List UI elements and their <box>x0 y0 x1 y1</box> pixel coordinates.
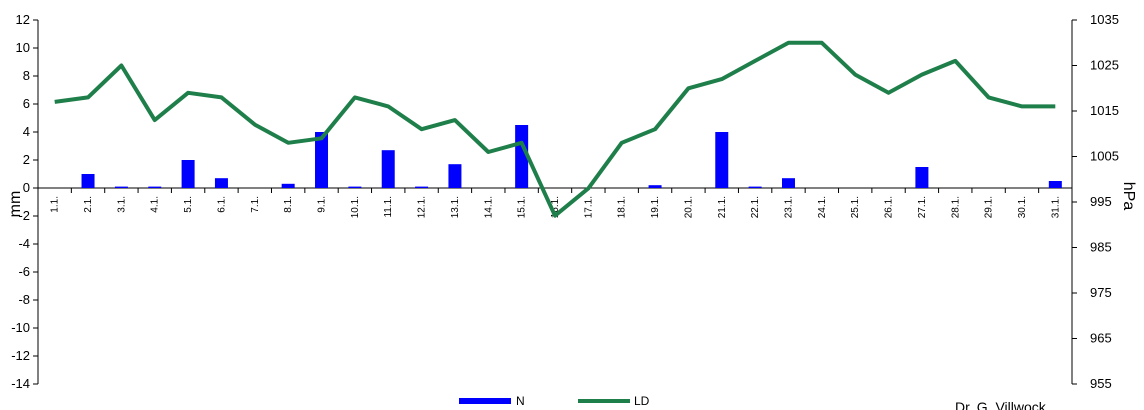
bar-n <box>748 186 762 188</box>
x-axis: 1.1. 2.1. 3.1. 4.1. 5.1. 6.1. 7.1. 8.1. 9.1. 10.1… <box>37 187 1073 218</box>
y-left-tick-label: 2 <box>23 152 30 167</box>
y-left-axis-label: mm <box>7 191 24 218</box>
x-tick-label: 15.1. <box>517 196 528 218</box>
y-left-tick-label: 0 <box>23 180 30 195</box>
legend: N LD <box>459 394 650 408</box>
x-tick-label: 9.1. <box>317 196 328 213</box>
y-left-tick-label: -8 <box>18 292 30 307</box>
bar-n <box>1048 181 1062 188</box>
x-tick-label: 12.1. <box>417 196 428 218</box>
x-tick-label: 22.1. <box>750 196 761 218</box>
y-right-tick-label: 985 <box>1090 240 1112 255</box>
x-tick-label: 5.1. <box>183 196 194 213</box>
x-tick-label: 14.1. <box>483 196 494 218</box>
y-right-tick-label: 1015 <box>1090 103 1119 118</box>
y-right-axis: 1035 1025 1015 1005 995 985 975 965 955 <box>1071 12 1119 391</box>
x-tick-label: 8.1. <box>283 196 294 213</box>
bar-n <box>715 132 729 188</box>
x-tick-label: 30.1. <box>1017 196 1028 218</box>
bar-n <box>415 186 429 188</box>
y-right-tick-label: 995 <box>1090 194 1112 209</box>
x-tick-label: 18.1. <box>617 196 628 218</box>
y-left-tick-label: 12 <box>16 12 30 27</box>
bar-n <box>81 174 95 188</box>
legend-swatch-n <box>459 398 511 404</box>
y-right-tick-label: 1035 <box>1090 12 1119 27</box>
x-tick-label: 31.1. <box>1050 196 1061 218</box>
y-left-tick-label: 4 <box>23 124 30 139</box>
y-right-tick-label: 1005 <box>1090 149 1119 164</box>
y-left-axis: 12 10 8 6 4 2 0 -2 -4 -6 -8 -10 -12 -14 <box>11 12 39 391</box>
y-left-tick-label: -2 <box>18 208 30 223</box>
bar-n <box>781 178 795 188</box>
line-series-ld <box>54 40 1056 218</box>
y-left-tick-label: -12 <box>11 348 30 363</box>
bar-n <box>648 185 662 188</box>
x-tick-label: 11.1. <box>383 196 394 218</box>
x-tick-label: 26.1. <box>884 196 895 218</box>
y-left-tick-label: -4 <box>18 236 30 251</box>
y-left-tick-label: 10 <box>16 40 30 55</box>
line-ld <box>54 40 1056 218</box>
bar-n <box>148 186 162 188</box>
credit-text: Dr. G. Villwock <box>955 399 1047 410</box>
bar-n <box>381 150 395 188</box>
y-right-axis-label: hPa <box>1120 182 1137 211</box>
x-tick-label: 21.1. <box>717 196 728 218</box>
legend-label-n: N <box>516 394 525 408</box>
bar-n <box>915 167 929 188</box>
bar-n <box>181 160 195 188</box>
y-right-tick-label: 1025 <box>1090 58 1119 73</box>
x-tick-label: 3.1. <box>116 196 127 213</box>
bar-n <box>281 183 295 188</box>
x-tick-label: 17.1. <box>583 196 594 218</box>
legend-label-ld: LD <box>634 394 650 408</box>
x-tick-label: 27.1. <box>917 196 928 218</box>
y-left-tick-label: -14 <box>11 376 30 391</box>
bar-n <box>315 132 329 188</box>
x-tick-label: 10.1. <box>350 196 361 218</box>
x-tick-label: 19.1. <box>650 196 661 218</box>
x-tick-label: 4.1. <box>150 196 161 213</box>
bar-n <box>114 186 128 188</box>
x-tick-label: 13.1. <box>450 196 461 218</box>
y-right-tick-label: 975 <box>1090 285 1112 300</box>
x-tick-label: 6.1. <box>216 196 227 213</box>
x-tick-label: 23.1. <box>783 196 794 218</box>
x-tick-label: 20.1. <box>683 196 694 218</box>
x-tick-label: 29.1. <box>984 196 995 218</box>
y-left-tick-label: -6 <box>18 264 30 279</box>
y-right-tick-label: 955 <box>1090 376 1112 391</box>
x-tick-label: 16.1. <box>550 196 561 218</box>
x-tick-label: 24.1. <box>817 196 828 218</box>
x-tick-label: 25.1. <box>850 196 861 218</box>
bar-series-n <box>81 125 1062 188</box>
bar-n <box>448 164 462 188</box>
x-tick-label: 7.1. <box>250 196 261 213</box>
y-left-tick-label: 6 <box>23 96 30 111</box>
bar-n <box>214 178 228 188</box>
x-tick-label: 1.1. <box>50 196 61 213</box>
x-tick-label: 28.1. <box>950 196 961 218</box>
y-left-tick-label: -10 <box>11 320 30 335</box>
bar-n <box>348 186 362 188</box>
x-tick-label: 2.1. <box>83 196 94 213</box>
bar-n <box>515 125 529 188</box>
y-left-tick-label: 8 <box>23 68 30 83</box>
y-right-tick-label: 965 <box>1090 331 1112 346</box>
